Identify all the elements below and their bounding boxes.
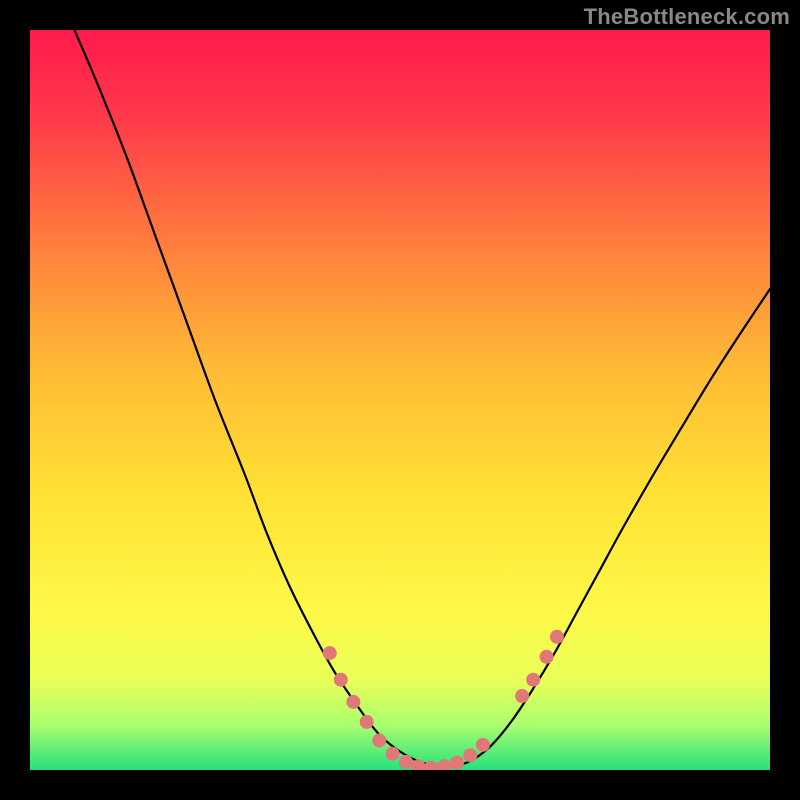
marker-point [540, 650, 554, 664]
marker-point [463, 748, 477, 762]
chart-background-gradient [30, 30, 770, 770]
marker-point [526, 673, 540, 687]
watermark-text: TheBottleneck.com [584, 4, 790, 30]
marker-point [550, 630, 564, 644]
marker-point [346, 695, 360, 709]
marker-point [334, 673, 348, 687]
marker-point [515, 689, 529, 703]
marker-point [323, 646, 337, 660]
marker-point [399, 755, 413, 769]
marker-point [450, 756, 464, 770]
chart-plot-area [30, 30, 770, 770]
marker-point [386, 747, 400, 761]
marker-point [360, 715, 374, 729]
marker-point [372, 733, 386, 747]
bottleneck-chart [30, 30, 770, 770]
marker-point [476, 738, 490, 752]
